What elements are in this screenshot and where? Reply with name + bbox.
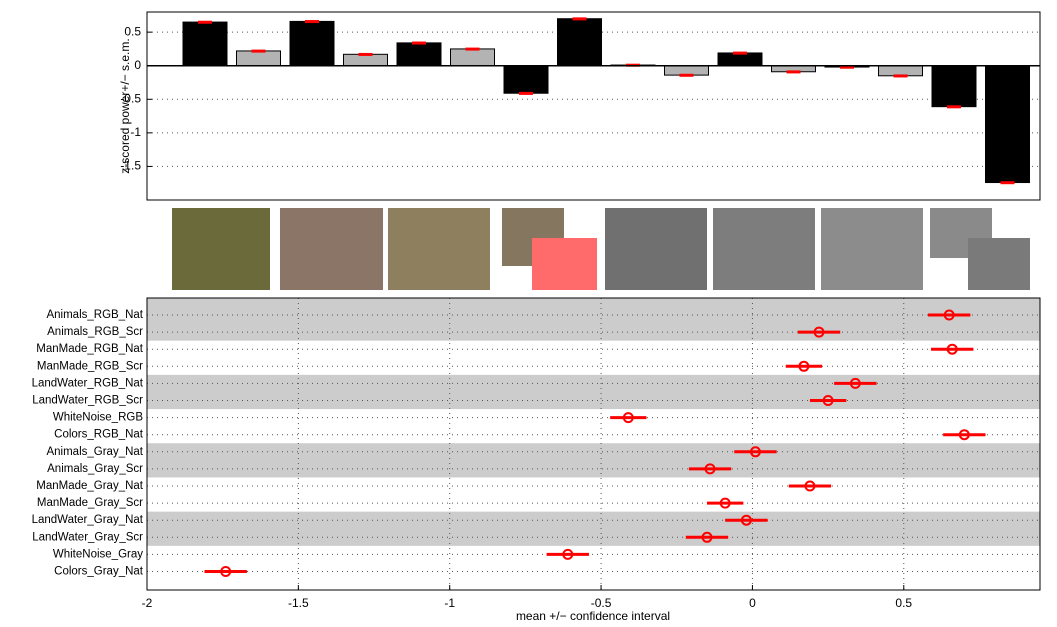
error-bar [305,20,319,24]
y-tick-label: Animals_RGB_Nat [46,309,143,321]
axes-box [146,297,1041,591]
image-landwater-rgb [388,208,490,290]
bar [503,65,549,94]
bar [343,53,388,67]
x-tick-label: -1.5 [288,596,309,610]
image-color-2 [532,238,597,290]
mean-marker [701,531,713,543]
mean-marker [946,343,958,355]
y-tick-label: ManMade_Gray_Scr [37,497,143,509]
bar [717,52,763,67]
stimulus-images [172,208,1030,290]
x-tick-label: -2 [142,596,153,610]
bar [396,42,442,67]
error-bar [572,17,587,21]
mean-marker [849,377,861,389]
y-tick-label: ManMade_RGB_Nat [36,343,144,355]
image-manmade-gray [713,208,815,290]
image-gray-2 [968,238,1030,290]
mean-marker [740,514,752,526]
y-tick-label: Colors_RGB_Nat [54,429,144,441]
bar [236,50,281,67]
error-bar [465,47,480,51]
mean-marker [813,326,825,338]
y-tick-label: 0 [134,58,141,72]
y-tick-label: ManMade_RGB_Scr [37,360,143,372]
x-tick-label: -1 [444,596,455,610]
mean-marker [804,480,816,492]
y-tick-label: 0.5 [124,24,141,38]
mean-marker [220,566,232,577]
row-band [147,298,1040,341]
error-bar [358,52,373,56]
row-band [147,511,1040,546]
error-bar [786,70,801,74]
y-axis-label: z-scored power+/− s.e.m. [118,38,132,173]
x-tick-label: 0.5 [895,596,912,610]
x-tick-label: -0.5 [591,596,612,610]
y-tick-label: WhiteNoise_RGB [53,412,143,424]
bar [878,65,923,77]
error-bar [198,20,212,24]
x-tick-label: 0 [749,596,756,610]
error-bar [679,73,694,77]
bar [557,18,602,67]
bar [182,21,228,67]
mean-marker [704,463,716,475]
x-axis-label: mean +/− confidence interval [516,609,670,623]
error-bar [412,41,426,45]
axes-box [146,11,1041,201]
y-tick-label: LandWater_RGB_Nat [32,377,144,389]
bar [289,20,335,67]
row-band [147,374,1040,410]
mean-marker [749,446,761,458]
error-bar [840,65,854,69]
y-tick-label: Animals_Gray_Scr [47,463,143,475]
y-tick-label: LandWater_RGB_Scr [32,395,143,407]
image-animals-gray [605,208,707,290]
y-tick-label: ManMade_Gray_Nat [36,480,144,492]
mean-marker [822,395,834,406]
error-bar [947,105,961,109]
y-tick-label: -1 [130,125,141,139]
mean-marker [943,309,955,321]
bar [931,65,977,108]
bar [985,65,1030,184]
mean-marker [719,497,731,509]
error-bar [893,74,908,78]
y-tick-label: WhiteNoise_Gray [53,548,143,560]
image-landwater-gray [821,208,923,290]
bar [450,48,495,67]
error-bar [519,91,533,95]
mean-marker [562,548,574,560]
y-tick-label: LandWater_Gray_Nat [32,514,144,526]
mean-marker [958,429,970,441]
bar [664,65,709,76]
y-tick-label: Animals_Gray_Nat [46,446,143,458]
image-manmade-rgb [280,208,383,290]
row-band [147,443,1040,478]
y-tick-label: -1.5 [120,159,141,173]
y-tick-label: -0.5 [120,91,141,105]
error-bar [733,51,747,55]
y-tick-label: Animals_RGB_Scr [47,326,143,338]
y-tick-label: Colors_Gray_Nat [54,566,144,578]
mean-marker [622,412,634,424]
error-bar [1000,181,1015,185]
error-bar [251,49,266,53]
image-animals-rgb [172,208,270,290]
y-tick-label: LandWater_Gray_Scr [32,531,143,543]
mean-marker [798,360,810,372]
